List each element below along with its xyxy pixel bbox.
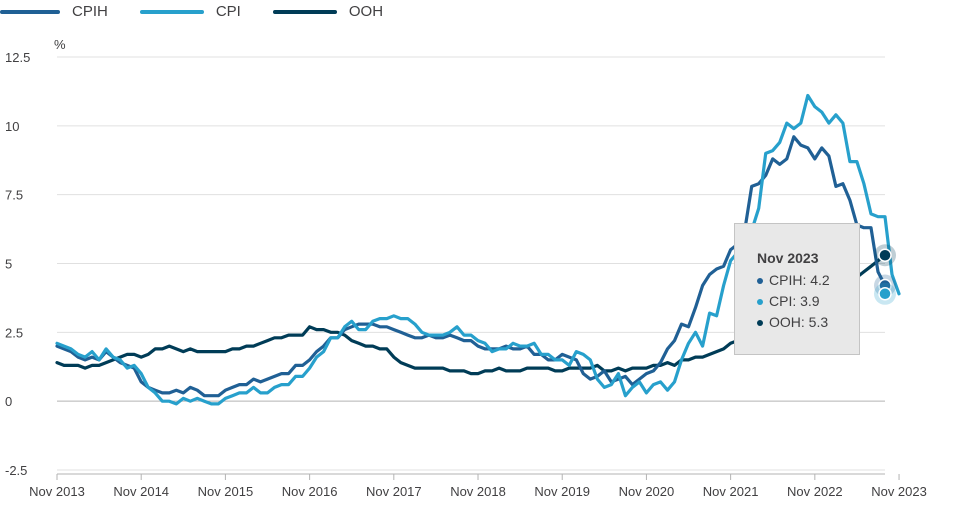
- tooltip-title: Nov 2023: [757, 250, 819, 266]
- legend-item-cpih[interactable]: CPIH: [0, 3, 108, 20]
- legend-label-cpi: CPI: [215, 3, 241, 20]
- legend-swatch-ooh: [272, 9, 337, 14]
- legend-label-cpih: CPIH: [72, 3, 108, 20]
- tooltip-dot-ooh: [757, 319, 763, 326]
- x-tick-label: Nov 2015: [198, 484, 254, 499]
- x-tick-label: Nov 2018: [450, 484, 506, 499]
- x-tick-label: Nov 2014: [113, 484, 169, 499]
- x-tick-label: Nov 2022: [787, 484, 843, 499]
- y-tick-label: 10: [5, 119, 19, 134]
- x-tick-label: Nov 2019: [534, 484, 590, 499]
- x-tick-label: Nov 2023: [871, 484, 927, 499]
- chart-tooltip: Nov 2023 CPIH: 4.2 CPI: 3.9 OOH: 5.3: [734, 223, 860, 355]
- y-axis-label: %: [54, 37, 66, 52]
- tooltip-value-cpi: CPI: 3.9: [769, 293, 820, 309]
- x-tick-label: Nov 2017: [366, 484, 422, 499]
- y-tick-label: 7.5: [5, 188, 23, 203]
- legend-item-cpi[interactable]: CPI: [139, 3, 241, 20]
- marker-cpi: [878, 287, 892, 301]
- tooltip-value-ooh: OOH: 5.3: [769, 314, 829, 330]
- tooltip-row-ooh: OOH: 5.3: [757, 312, 859, 333]
- legend-label-ooh: OOH: [348, 3, 384, 20]
- legend-swatch-cpih: [0, 9, 60, 14]
- y-tick-label: 5: [5, 257, 12, 272]
- marker-ooh: [878, 248, 892, 262]
- x-tick-label: Nov 2016: [282, 484, 338, 499]
- x-tick-label: Nov 2020: [619, 484, 675, 499]
- y-tick-label: 0: [5, 394, 12, 409]
- tooltip-dot-cpih: [757, 277, 763, 284]
- tooltip-row-cpih: CPIH: 4.2: [757, 270, 859, 291]
- y-tick-label: 2.5: [5, 325, 23, 340]
- tooltip-row-cpi: CPI: 3.9: [757, 291, 859, 312]
- series-line-cpi: [55, 93, 901, 406]
- chart-legend: CPIH CPI OOH: [0, 3, 415, 20]
- y-tick-label: -2.5: [5, 463, 27, 478]
- tooltip-dot-cpi: [757, 298, 763, 305]
- x-tick-label: Nov 2021: [703, 484, 759, 499]
- series-line-cpih: [55, 135, 887, 398]
- legend-item-ooh[interactable]: OOH: [272, 3, 384, 20]
- tooltip-value-cpih: CPIH: 4.2: [769, 272, 830, 288]
- x-tick-label: Nov 2013: [29, 484, 85, 499]
- legend-swatch-cpi: [139, 9, 204, 14]
- y-tick-label: 12.5: [5, 50, 30, 65]
